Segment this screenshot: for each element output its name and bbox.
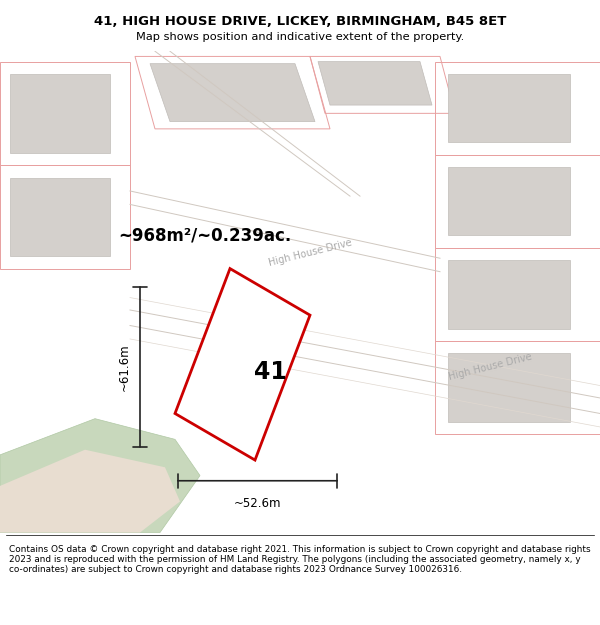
Text: High House Drive: High House Drive — [268, 238, 353, 268]
Text: 41: 41 — [254, 360, 286, 384]
Text: ~968m²/~0.239ac.: ~968m²/~0.239ac. — [118, 226, 291, 244]
Text: Map shows position and indicative extent of the property.: Map shows position and indicative extent… — [136, 32, 464, 42]
Text: Contains OS data © Crown copyright and database right 2021. This information is : Contains OS data © Crown copyright and d… — [9, 544, 590, 574]
Text: 41, HIGH HOUSE DRIVE, LICKEY, BIRMINGHAM, B45 8ET: 41, HIGH HOUSE DRIVE, LICKEY, BIRMINGHAM… — [94, 16, 506, 28]
Polygon shape — [318, 62, 432, 105]
Polygon shape — [448, 74, 570, 142]
Polygon shape — [0, 419, 200, 532]
Polygon shape — [448, 260, 570, 329]
Polygon shape — [10, 74, 110, 152]
Text: High House Drive: High House Drive — [448, 352, 533, 382]
Polygon shape — [0, 450, 180, 532]
Text: ~61.6m: ~61.6m — [118, 343, 131, 391]
Polygon shape — [10, 177, 110, 256]
Text: ~52.6m: ~52.6m — [234, 498, 281, 510]
Polygon shape — [448, 167, 570, 236]
Polygon shape — [150, 64, 315, 122]
Polygon shape — [448, 354, 570, 422]
Polygon shape — [175, 269, 310, 460]
